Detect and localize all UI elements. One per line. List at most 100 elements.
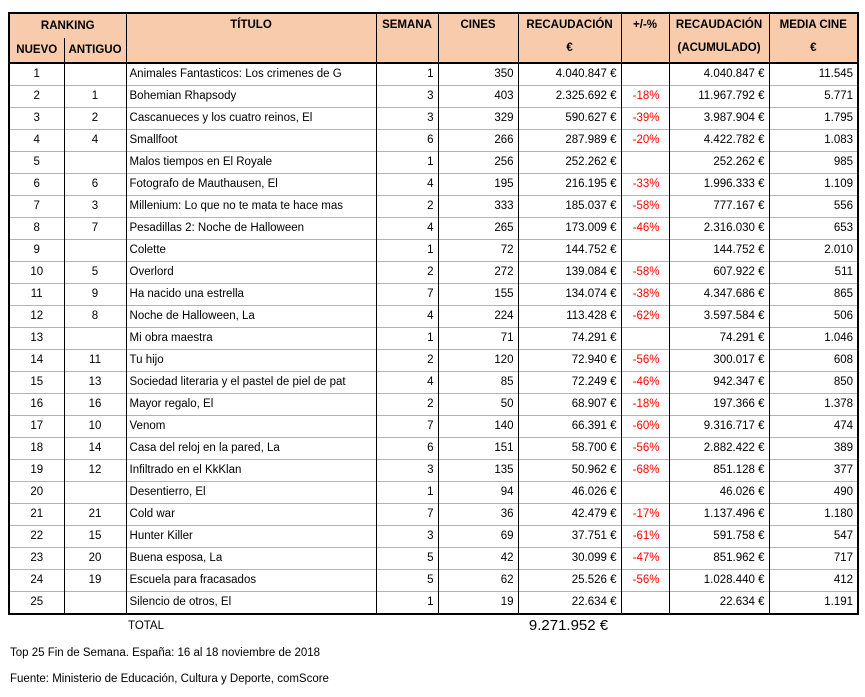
cell-semana: 7 [375, 283, 439, 306]
cell-ranking-nuevo: 15 [8, 371, 64, 394]
cell-acumulado: 11.967.792 € [668, 85, 770, 108]
cell-ranking-nuevo: 7 [8, 195, 64, 218]
cell-acumulado: 252.262 € [668, 151, 770, 174]
cell-ranking-antiguo: 20 [63, 547, 127, 570]
cell-ranking-nuevo: 6 [8, 173, 64, 196]
table-row: 18 14 Casa del reloj en la pared, La 6 1… [8, 437, 859, 460]
cell-pct: -47% [620, 547, 670, 570]
header-media-cine-line2: € [810, 42, 817, 54]
cell-pct: -56% [620, 349, 670, 372]
cell-titulo: Overlord [125, 261, 377, 284]
cell-acumulado: 144.752 € [668, 239, 770, 262]
cell-pct: -33% [620, 173, 670, 196]
cell-pct [620, 481, 670, 504]
table-row: 12 8 Noche de Halloween, La 4 224 113.42… [8, 305, 859, 328]
table-row: 16 16 Mayor regalo, El 2 50 68.907 € -18… [8, 393, 859, 416]
cell-titulo: Cold war [125, 503, 377, 526]
table-row: 22 15 Hunter Killer 3 69 37.751 € -61% 5… [8, 525, 859, 548]
cell-semana: 3 [375, 525, 439, 548]
footnote-source: Fuente: Ministerio de Educación, Cultura… [10, 673, 329, 685]
header-recaudacion-line2: € [566, 42, 573, 54]
cell-titulo: Infiltrado en el KkKlan [125, 459, 377, 482]
cell-recaudacion: 46.026 € [517, 481, 622, 504]
cell-ranking-nuevo: 19 [8, 459, 64, 482]
cell-cines: 72 [437, 239, 519, 262]
table-row: 23 20 Buena esposa, La 5 42 30.099 € -47… [8, 547, 859, 570]
cell-ranking-nuevo: 14 [8, 349, 64, 372]
cell-cines: 256 [437, 151, 519, 174]
cell-ranking-nuevo: 18 [8, 437, 64, 460]
cell-ranking-antiguo: 15 [63, 525, 127, 548]
cell-ranking-antiguo: 1 [63, 85, 127, 108]
cell-titulo: Desentierro, El [125, 481, 377, 504]
cell-semana: 4 [375, 305, 439, 328]
cell-acumulado: 942.347 € [668, 371, 770, 394]
cell-ranking-nuevo: 3 [8, 107, 64, 130]
cell-titulo: Escuela para fracasados [125, 569, 377, 592]
header-media-cine: MEDIA CINE € [768, 13, 859, 64]
table-row: 7 3 Millenium: Lo que no te mata te hace… [8, 195, 859, 218]
cell-cines: 140 [437, 415, 519, 438]
cell-recaudacion: 216.195 € [517, 173, 622, 196]
cell-acumulado: 300.017 € [668, 349, 770, 372]
cell-ranking-nuevo: 4 [8, 129, 64, 152]
cell-semana: 5 [375, 547, 439, 570]
cell-titulo: Malos tiempos en El Royale [125, 151, 377, 174]
table-row: 3 2 Cascanueces y los cuatro reinos, El … [8, 107, 859, 130]
cell-acumulado: 3.597.584 € [668, 305, 770, 328]
cell-semana: 6 [375, 437, 439, 460]
cell-acumulado: 4.422.782 € [668, 129, 770, 152]
cell-media-cine: 1.191 [768, 591, 859, 614]
cell-titulo: Smallfoot [125, 129, 377, 152]
cell-cines: 329 [437, 107, 519, 130]
cell-ranking-nuevo: 12 [8, 305, 64, 328]
cell-media-cine: 1.083 [768, 129, 859, 152]
cell-cines: 36 [437, 503, 519, 526]
cell-ranking-antiguo: 2 [63, 107, 127, 130]
cell-pct: -61% [620, 525, 670, 548]
cell-pct: -20% [620, 129, 670, 152]
cell-recaudacion: 144.752 € [517, 239, 622, 262]
cell-titulo: Cascanueces y los cuatro reinos, El [125, 107, 377, 130]
cell-pct: -46% [620, 371, 670, 394]
cell-acumulado: 777.167 € [668, 195, 770, 218]
table-row: 25 Silencio de otros, El 1 19 22.634 € 2… [8, 591, 859, 614]
header-acumulado-line2: (ACUMULADO) [677, 42, 761, 54]
cell-acumulado: 1.996.333 € [668, 173, 770, 196]
table-row: 8 7 Pesadillas 2: Noche de Halloween 4 2… [8, 217, 859, 240]
cell-semana: 2 [375, 195, 439, 218]
cell-recaudacion: 37.751 € [517, 525, 622, 548]
cell-media-cine: 389 [768, 437, 859, 460]
cell-ranking-antiguo: 7 [63, 217, 127, 240]
cell-media-cine: 653 [768, 217, 859, 240]
cell-acumulado: 591.758 € [668, 525, 770, 548]
cell-pct: -56% [620, 437, 670, 460]
cell-recaudacion: 590.627 € [517, 107, 622, 130]
cell-ranking-antiguo: 6 [63, 173, 127, 196]
cell-semana: 2 [375, 261, 439, 284]
cell-ranking-antiguo: 12 [63, 459, 127, 482]
cell-titulo: Bohemian Rhapsody [125, 85, 377, 108]
cell-acumulado: 46.026 € [668, 481, 770, 504]
cell-ranking-nuevo: 20 [8, 481, 64, 504]
cell-acumulado: 4.347.686 € [668, 283, 770, 306]
cell-acumulado: 22.634 € [668, 591, 770, 614]
cell-ranking-antiguo: 13 [63, 371, 127, 394]
cell-cines: 266 [437, 129, 519, 152]
cell-recaudacion: 68.907 € [517, 393, 622, 416]
table-row: 19 12 Infiltrado en el KkKlan 3 135 50.9… [8, 459, 859, 482]
header-ranking-label: RANKING [40, 20, 95, 32]
cell-ranking-antiguo: 16 [63, 393, 127, 416]
cell-acumulado: 3.987.904 € [668, 107, 770, 130]
cell-recaudacion: 113.428 € [517, 305, 622, 328]
cell-pct: -58% [620, 195, 670, 218]
cell-media-cine: 1.378 [768, 393, 859, 416]
cell-cines: 333 [437, 195, 519, 218]
cell-media-cine: 556 [768, 195, 859, 218]
cell-cines: 94 [437, 481, 519, 504]
cell-semana: 6 [375, 129, 439, 152]
cell-cines: 62 [437, 569, 519, 592]
header-acumulado-line1: RECAUDACIÓN [675, 19, 763, 31]
cell-ranking-antiguo: 3 [63, 195, 127, 218]
cell-titulo: Millenium: Lo que no te mata te hace mas [125, 195, 377, 218]
